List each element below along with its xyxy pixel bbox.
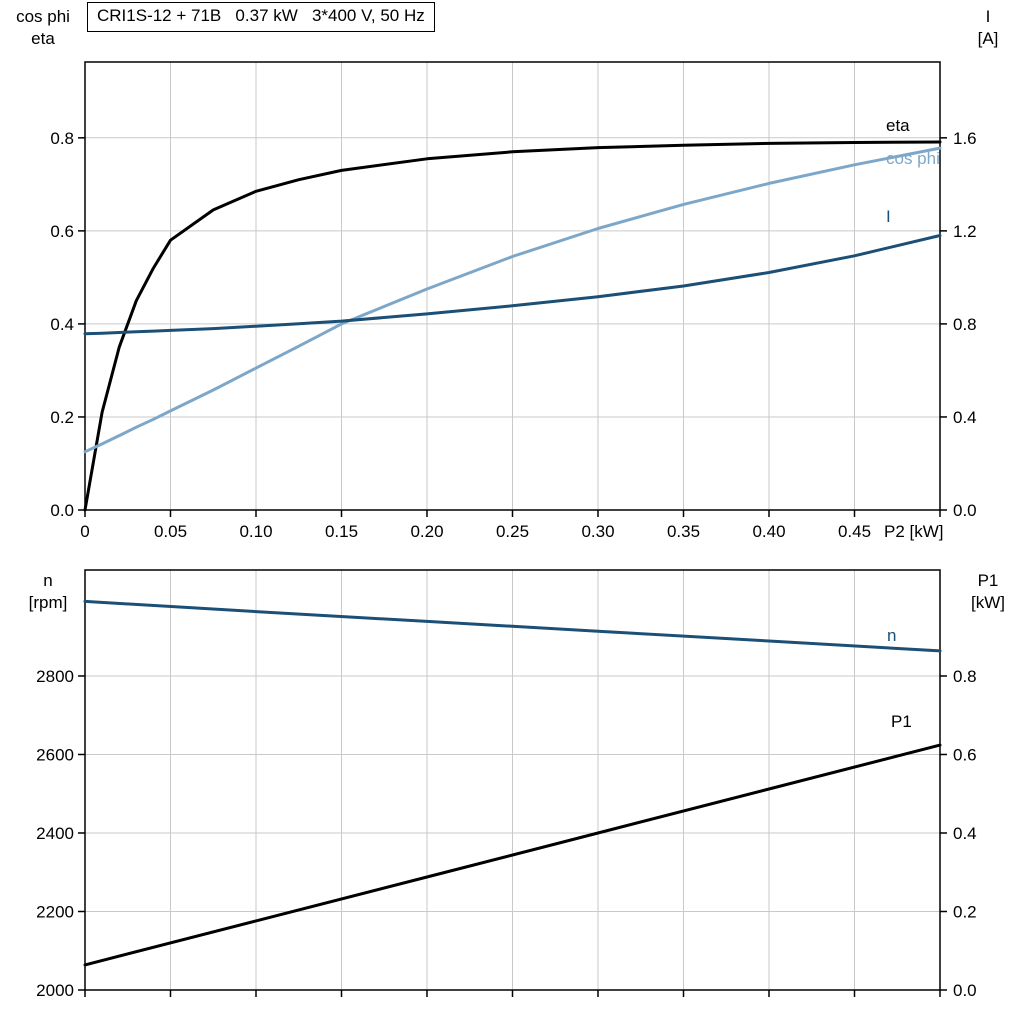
left-axis-title: n (43, 571, 52, 590)
left-axis-tick-label: 2200 (36, 902, 74, 921)
x-axis-tick-label: 0.05 (154, 522, 187, 541)
curve-eta (83, 140, 942, 512)
curve-label-cos_phi: cos phi (886, 149, 940, 168)
left-axis-title: [rpm] (29, 593, 68, 612)
x-axis-tick-label: 0.15 (325, 522, 358, 541)
curve-n (83, 599, 942, 653)
right-axis-title: [kW] (971, 593, 1005, 612)
left-axis-tick-label: 0.6 (50, 222, 74, 241)
curve-label-n: n (887, 626, 896, 645)
x-axis-tick-label: 0.30 (581, 522, 614, 541)
left-axis-tick-label: 0.2 (50, 408, 74, 427)
x-axis-tick-label: 0.45 (838, 522, 871, 541)
curve-P1 (83, 743, 942, 967)
curve-label-P1: P1 (891, 712, 912, 731)
left-axis-tick-label: 2400 (36, 824, 74, 843)
left-axis-tick-label: 2800 (36, 667, 74, 686)
right-axis-tick-label: 0.8 (953, 667, 977, 686)
right-axis-tick-label: 0.4 (953, 824, 977, 843)
curve-I (83, 234, 942, 336)
left-axis-title: eta (31, 29, 55, 48)
x-axis-tick-label: 0.10 (239, 522, 272, 541)
right-axis-tick-label: 0.4 (953, 408, 977, 427)
x-axis-title: P2 [kW] (884, 522, 944, 541)
x-axis-tick-label: 0.40 (752, 522, 785, 541)
curve-cos_phi (83, 146, 942, 454)
left-axis-tick-label: 2600 (36, 745, 74, 764)
left-axis-tick-label: 2000 (36, 981, 74, 1000)
chart-title-box: CRI1S-12 + 71B 0.37 kW 3*400 V, 50 Hz (87, 2, 435, 32)
right-axis-tick-label: 0.0 (953, 501, 977, 520)
x-axis-tick-label: 0.25 (496, 522, 529, 541)
right-axis-tick-label: 0.6 (953, 745, 977, 764)
right-axis-title: [A] (978, 29, 999, 48)
x-axis-tick-label: 0 (80, 522, 89, 541)
x-axis-tick-label: 0.20 (410, 522, 443, 541)
curve-label-eta: eta (886, 116, 910, 135)
right-axis-tick-label: 0.2 (953, 902, 977, 921)
left-axis-tick-label: 0.8 (50, 129, 74, 148)
right-axis-tick-label: 1.6 (953, 129, 977, 148)
panel-bottom: 2000 2200 2400 2600 2800 0.0 0.2 0.4 0.6 0.8 n P1 n [… (29, 569, 1005, 1000)
right-axis-tick-label: 0.0 (953, 981, 977, 1000)
left-axis-title: cos phi (16, 7, 70, 26)
left-axis-tick-label: 0.0 (50, 501, 74, 520)
left-axis-tick-label: 0.4 (50, 315, 74, 334)
panel-top: 0.0 0.2 0.4 0.6 0.8 0.0 0.4 0.8 1.2 1.6 0 0.05 0.10 0… (16, 7, 998, 541)
curve-label-I: I (886, 207, 891, 226)
right-axis-tick-label: 1.2 (953, 222, 977, 241)
right-axis-title: P1 (978, 571, 999, 590)
right-axis-tick-label: 0.8 (953, 315, 977, 334)
x-axis-tick-label: 0.35 (667, 522, 700, 541)
right-axis-title: I (986, 7, 991, 26)
